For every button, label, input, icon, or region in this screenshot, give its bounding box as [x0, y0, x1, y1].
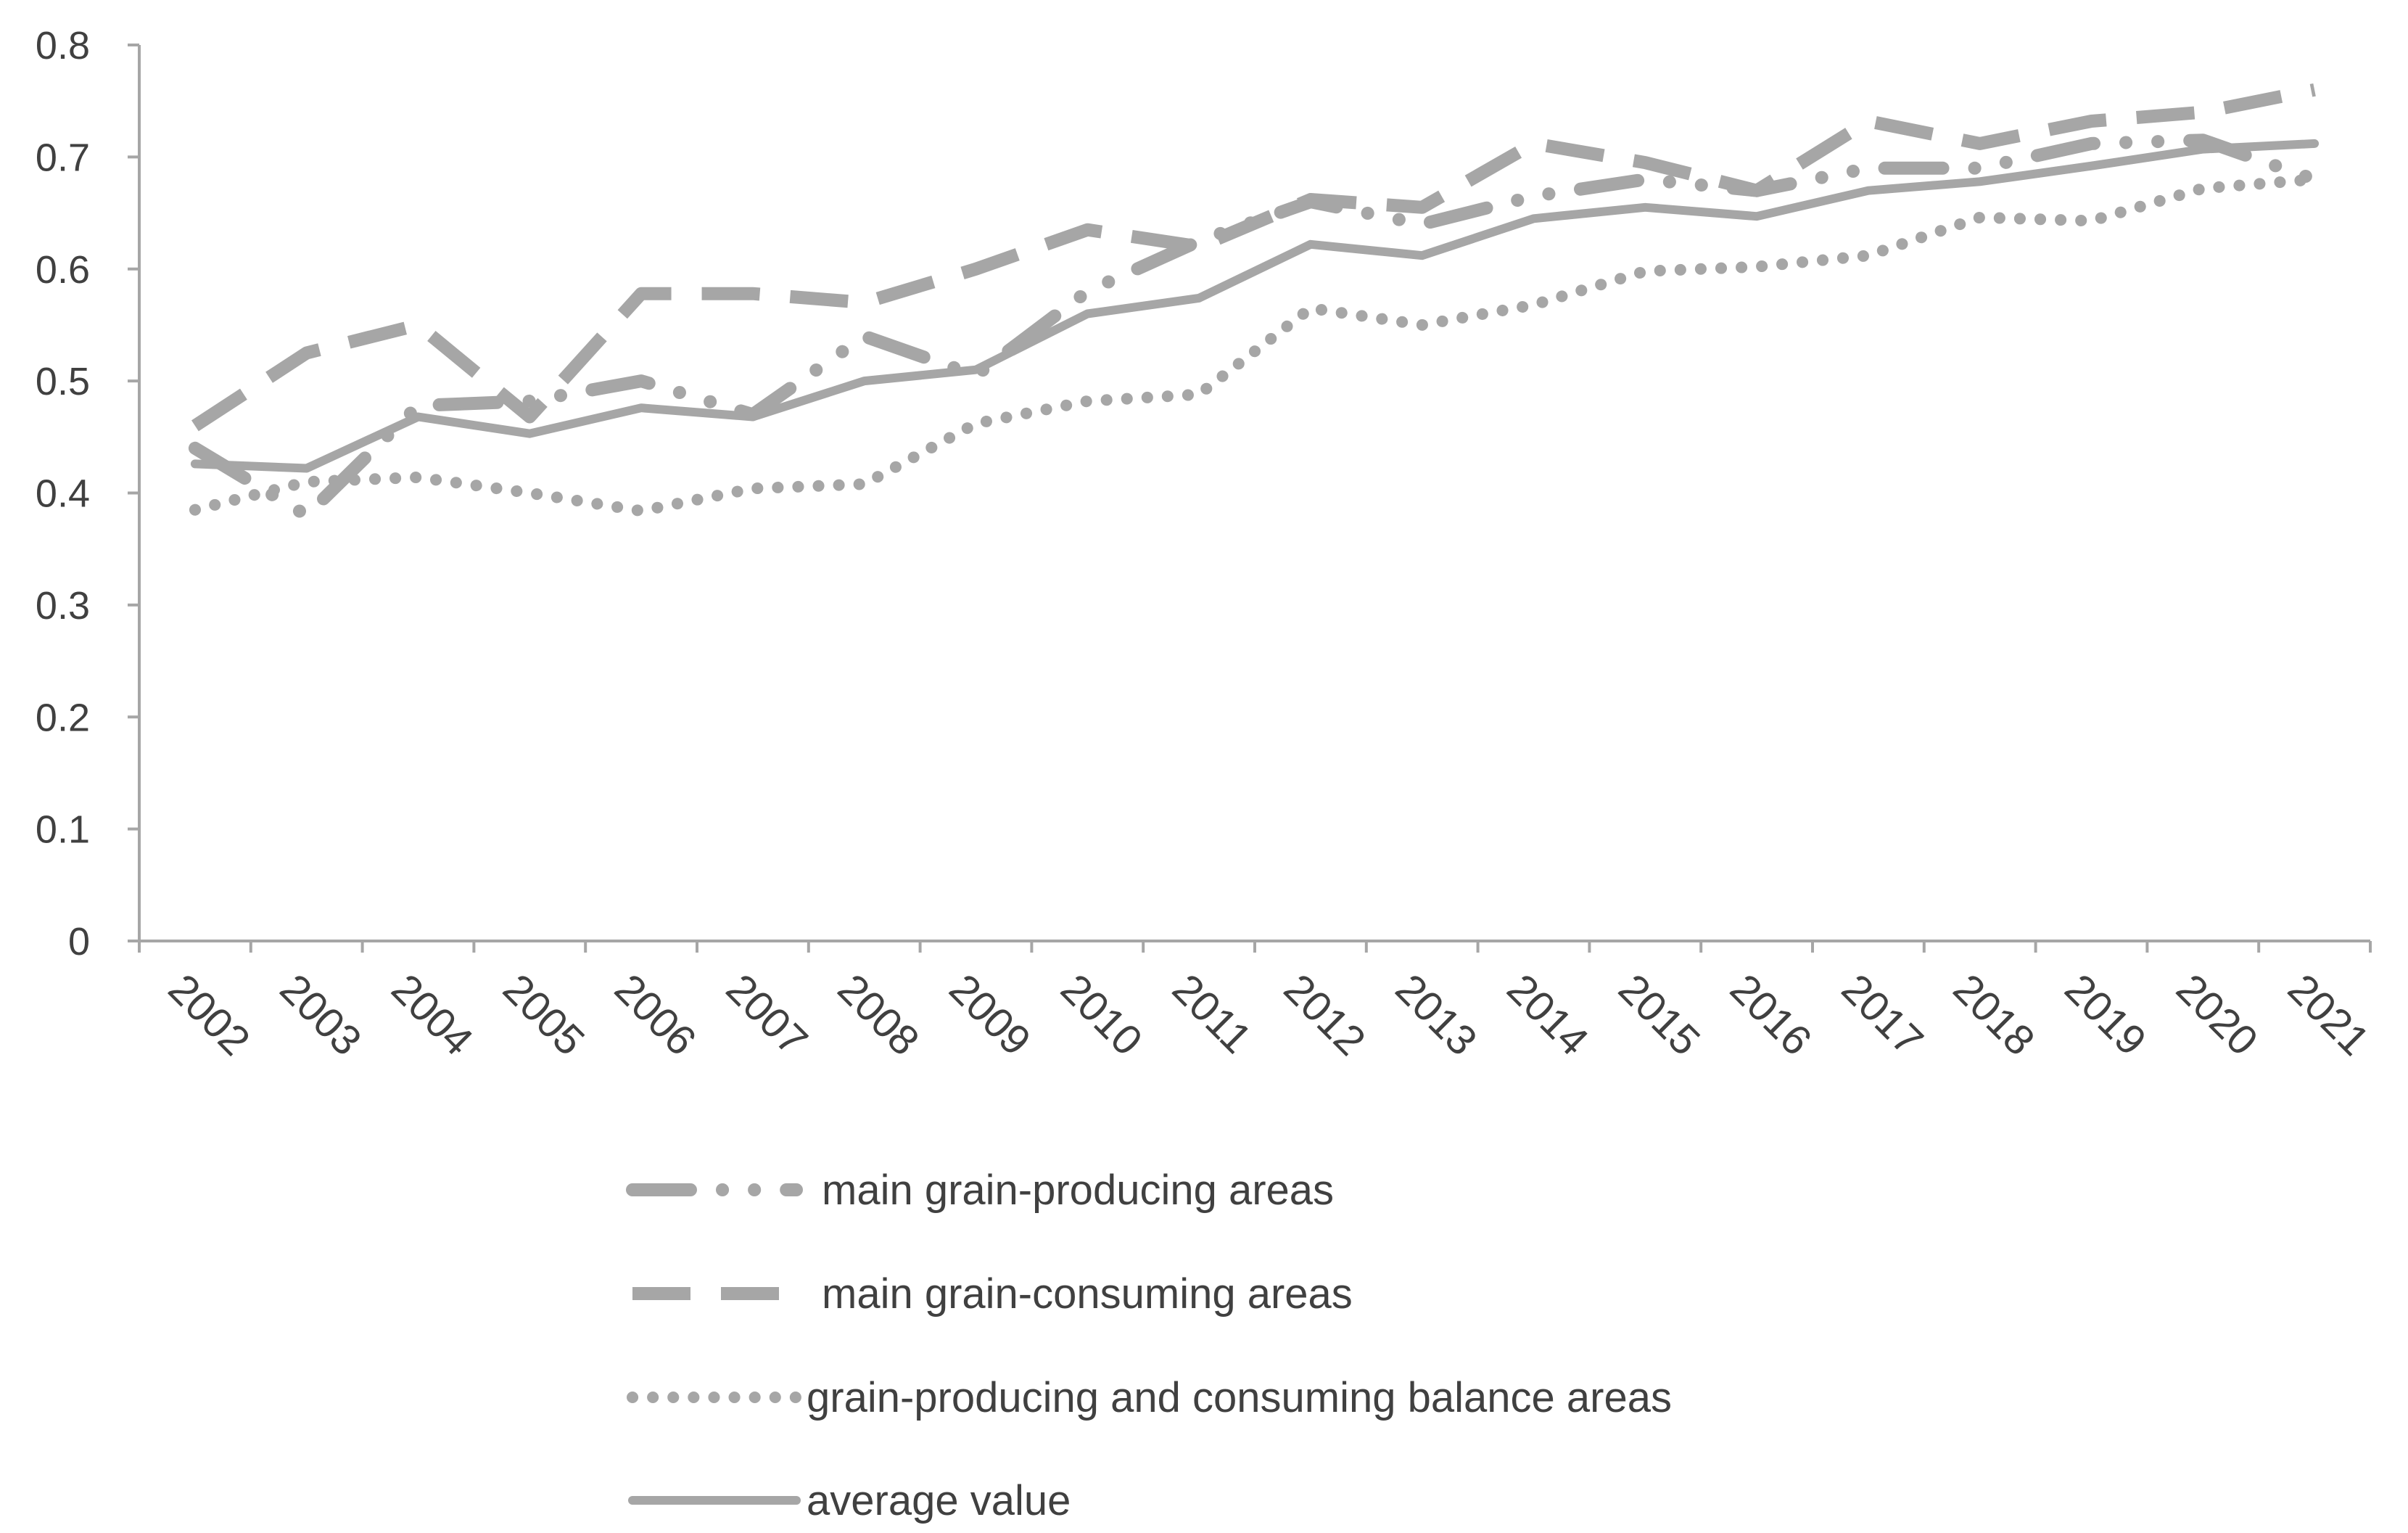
legend-label-3: average value: [807, 1477, 1071, 1524]
y-tick-label: 0.4: [36, 472, 90, 516]
x-tick-label: 2011: [1163, 965, 1261, 1062]
x-tick-label: 2014: [1498, 965, 1597, 1064]
x-tick-label: 2009: [940, 965, 1039, 1064]
series-line-3: [190, 139, 2320, 473]
x-tick-label: 2003: [271, 965, 371, 1064]
y-tick-label: 0: [68, 920, 90, 963]
series-lines: [188, 83, 2322, 522]
series-line-1: [191, 83, 2316, 432]
x-tick-label: 2018: [1945, 965, 2044, 1064]
x-tick-label: 2019: [2056, 965, 2155, 1064]
x-tick-label: 2006: [606, 965, 705, 1064]
x-tick-label: 2013: [1387, 965, 1486, 1064]
x-tick-label: 2008: [829, 965, 928, 1064]
y-tick-label: 0.6: [36, 248, 90, 292]
x-tick-label: 2021: [2279, 965, 2378, 1064]
x-tick-label: 2012: [1275, 965, 1374, 1064]
y-tick-label: 0.1: [36, 808, 90, 852]
x-tick-label: 2010: [1052, 965, 1151, 1064]
y-tick-label: 0.3: [36, 584, 90, 628]
legend-label-2: grain-producing and consuming balance ar…: [807, 1374, 1672, 1421]
x-tick-label: 2015: [1609, 965, 1709, 1064]
x-tick-label: 2020: [2167, 965, 2267, 1064]
y-tick-label: 0.2: [36, 696, 90, 739]
x-tick-label: 2007: [717, 965, 817, 1064]
legend-label-0: main grain-producing areas: [822, 1167, 1334, 1214]
x-tick-label: 2017: [1833, 965, 1932, 1064]
x-axis-ticks: 2002 2003 2004 2005 2006 2007 2008 2009 2010 2011…: [138, 941, 2378, 1064]
y-tick-label: 0.5: [36, 360, 90, 403]
y-tick-label: 0.8: [36, 24, 90, 67]
y-tick-label: 0.7: [36, 136, 90, 179]
series-line-2: [189, 173, 2321, 517]
x-tick-label: 2002: [160, 965, 259, 1064]
y-axis-ticks: 0 0.1 0.2 0.3 0.4 0.5 0.6 0.7 0.8: [36, 24, 139, 963]
legend-label-1: main grain-consuming areas: [822, 1270, 1353, 1318]
axes: [138, 45, 2370, 942]
legend: main grain-producing areas main grain-con…: [626, 1167, 1672, 1524]
x-tick-label: 2005: [494, 965, 593, 1064]
x-tick-label: 2004: [382, 965, 482, 1064]
series-line-0: [188, 133, 2322, 522]
x-tick-label: 2016: [1721, 965, 1821, 1064]
